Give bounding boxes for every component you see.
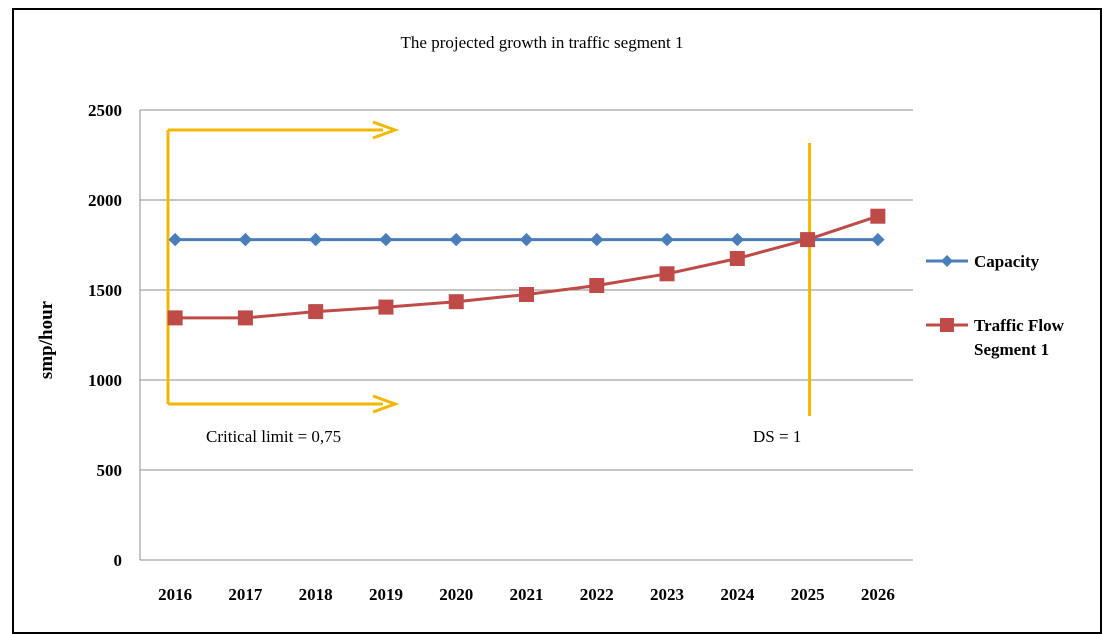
y-tick-label-500: 500 bbox=[97, 461, 123, 480]
y-axis-label: smp/hour bbox=[36, 300, 57, 379]
series-1-point-2022 bbox=[590, 232, 604, 247]
x-tick-label-2020: 2020 bbox=[439, 585, 473, 604]
ds-label: DS = 1 bbox=[753, 427, 801, 446]
series-2-point-2023 bbox=[659, 266, 675, 282]
y-tick-label-1000: 1000 bbox=[88, 371, 122, 390]
legend-marker-2 bbox=[940, 318, 954, 332]
series-1-point-2020 bbox=[449, 232, 463, 247]
legend-label-2-line-2: Segment 1 bbox=[974, 340, 1049, 359]
y-tick-label-1500: 1500 bbox=[88, 281, 122, 300]
legend: Capacity Traffic Flow Segment 1 bbox=[926, 252, 1065, 359]
x-tick-label-2022: 2022 bbox=[580, 585, 614, 604]
series-2-point-2016 bbox=[167, 310, 183, 326]
series-1-point-2023 bbox=[660, 232, 674, 247]
y-tick-label-0: 0 bbox=[114, 551, 123, 570]
series-2-point-2017 bbox=[237, 310, 253, 326]
series-2-point-2024 bbox=[729, 251, 745, 266]
series-2-point-2025 bbox=[800, 232, 816, 248]
x-tick-label-2026: 2026 bbox=[861, 585, 895, 604]
critical-limit-label: Critical limit = 0,75 bbox=[206, 427, 341, 446]
series-line-2 bbox=[175, 214, 879, 320]
series-2-point-2021 bbox=[519, 287, 534, 302]
series-1-point-2017 bbox=[238, 232, 253, 247]
series-2-point-2022 bbox=[589, 278, 605, 293]
series-1-point-2018 bbox=[308, 232, 323, 247]
critical-limit-arrowhead-top bbox=[372, 120, 400, 140]
series-2-point-2018 bbox=[308, 304, 324, 320]
series-2-point-2019 bbox=[378, 299, 394, 315]
x-tick-label-2017: 2017 bbox=[228, 585, 263, 604]
y-tick-label-2000: 2000 bbox=[88, 191, 122, 210]
x-tick-label-2021: 2021 bbox=[510, 585, 544, 604]
critical-limit-arrowhead-bottom bbox=[372, 394, 400, 414]
x-tick-label-2016: 2016 bbox=[158, 585, 192, 604]
x-tick-label-2025: 2025 bbox=[791, 585, 825, 604]
x-tick-label-2023: 2023 bbox=[650, 585, 684, 604]
axes: 0 500 1000 1500 2000 2500 2016 2017 2018 2019 2020… bbox=[36, 101, 913, 604]
series-1-point-2024 bbox=[730, 232, 745, 247]
series-1-point-2019 bbox=[379, 232, 393, 247]
y-tick-label-2500: 2500 bbox=[88, 101, 122, 120]
series-2-point-2026 bbox=[870, 208, 886, 224]
legend-marker-1 bbox=[941, 255, 953, 267]
legend-label-2-line-1: Traffic Flow bbox=[974, 316, 1065, 335]
gridlines bbox=[140, 109, 913, 471]
series-1-point-2026 bbox=[871, 232, 885, 247]
chart-frame bbox=[12, 8, 1102, 634]
series-group bbox=[167, 208, 886, 326]
series-1-point-2021 bbox=[519, 232, 534, 247]
x-tick-label-2019: 2019 bbox=[369, 585, 403, 604]
chart-title: The projected growth in traffic segment … bbox=[401, 33, 684, 52]
x-tick-label-2024: 2024 bbox=[720, 585, 755, 604]
x-tick-label-2018: 2018 bbox=[299, 585, 333, 604]
legend-label-1: Capacity bbox=[974, 252, 1040, 271]
series-2-point-2020 bbox=[448, 294, 464, 310]
series-1-point-2016 bbox=[168, 232, 182, 247]
annotations: Critical limit = 0,75 DS = 1 bbox=[166, 120, 812, 446]
